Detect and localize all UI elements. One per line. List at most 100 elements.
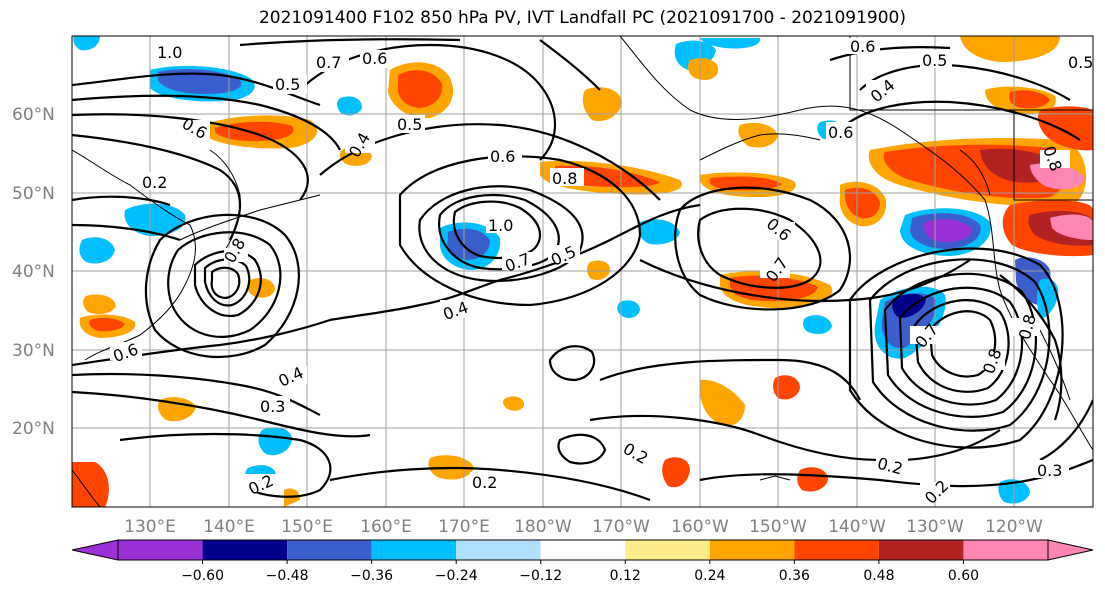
colorbar-cell (540, 540, 626, 560)
lon-label: 150°E (281, 517, 333, 537)
contour-label: 0.8 (552, 169, 577, 188)
contour-label: 0.2 (921, 476, 952, 507)
lon-label: 140°E (203, 517, 255, 537)
lon-label: 170°W (592, 517, 650, 537)
pos-anomaly-region (687, 58, 719, 80)
pos-anomaly-region (72, 462, 109, 507)
pos-anomaly-region (397, 70, 443, 108)
longitude-labels: 130°E 140°E 150°E 160°E 170°E 180°W 170°… (124, 517, 1043, 537)
lat-label: 30°N (12, 341, 55, 361)
contour-label: 0.2 (620, 439, 652, 468)
lat-label: 20°N (12, 419, 55, 439)
colorbar-cell (709, 540, 795, 560)
contour-label: 0.7 (316, 53, 341, 72)
colorbar-cell (625, 540, 710, 560)
colorbar-cell (202, 540, 288, 560)
colorbar-tick-label: −0.48 (266, 568, 309, 584)
contour-label: 0.3 (260, 397, 285, 416)
colorbar-tick-label: −0.60 (181, 568, 224, 584)
contour-label: 1.0 (157, 43, 182, 62)
neg-anomaly-region (700, 38, 761, 49)
lon-label: 130°W (906, 517, 964, 537)
neg-anomaly-region (803, 315, 832, 334)
pos-anomaly-region (709, 176, 782, 191)
contour-label: 0.2 (472, 473, 497, 492)
ivt-contours (72, 38, 1093, 502)
colorbar-extend-left (71, 539, 119, 561)
contour-label: 0.5 (275, 75, 300, 94)
colorbar-tick-label: 0.60 (948, 568, 979, 584)
neg-anomaly-region (73, 36, 100, 51)
colorbar-cell (118, 540, 203, 560)
coastlines (72, 36, 1093, 507)
pos-anomaly-region (503, 396, 525, 411)
lon-label: 170°E (438, 517, 490, 537)
lat-label: 40°N (12, 262, 55, 282)
pos-anomaly-region (1050, 214, 1093, 240)
lon-label: 180°W (514, 517, 572, 537)
pos-anomaly-region (700, 379, 745, 426)
neg-anomaly-region (258, 427, 292, 456)
contour-label: 0.6 (828, 123, 853, 142)
colorbar-tick-label: −0.36 (350, 568, 393, 584)
neg-anomaly-region (617, 300, 640, 318)
pos-anomaly-region (1030, 163, 1085, 190)
colorbar-cell (371, 540, 457, 560)
colorbar-tick-label: −0.24 (435, 568, 478, 584)
colorbar-tick-label: −0.12 (519, 568, 562, 584)
neg-anomaly-region (1037, 278, 1059, 319)
lon-label: 160°W (671, 517, 729, 537)
lat-label: 60°N (12, 105, 55, 125)
lon-label: 130°E (124, 517, 176, 537)
pos-anomaly-region (797, 467, 828, 492)
colorbar-tick-label: 0.48 (863, 568, 894, 584)
pos-anomaly-region (89, 317, 125, 332)
pos-anomaly-region (158, 397, 196, 422)
pos-anomaly-region (845, 187, 880, 219)
colorbar-tick-label: 0.24 (694, 568, 725, 584)
lon-label: 150°W (749, 517, 807, 537)
neg-anomaly-region (892, 293, 926, 318)
colorbar-cell (287, 540, 372, 560)
lon-label: 160°E (360, 517, 412, 537)
contour-label: 0.6 (850, 37, 875, 56)
neg-anomaly-region (79, 237, 115, 264)
colorbar-cell (878, 540, 964, 560)
pos-anomaly-region (960, 36, 1060, 62)
lat-label: 50°N (12, 184, 55, 204)
colorbar-cell (963, 540, 1048, 560)
colorbar: −0.60 −0.48 −0.36 −0.24 −0.12 0.12 0.24 0.36 0.4… (71, 539, 1094, 584)
colorbar-cells (117, 539, 1049, 561)
lon-label: 140°W (828, 517, 886, 537)
pos-anomaly-region (662, 457, 690, 488)
contour-label: 0.5 (1068, 53, 1093, 72)
colorbar-extend-right (1047, 539, 1094, 561)
contour-label: 0.2 (142, 173, 167, 192)
colorbar-cell (456, 540, 541, 560)
neg-anomaly-region (337, 96, 362, 116)
pos-anomaly-region (582, 87, 622, 122)
neg-anomaly-region (124, 203, 186, 236)
neg-anomaly-region (924, 219, 972, 243)
lon-label: 120°W (985, 517, 1043, 537)
graticule (72, 36, 1093, 507)
contour-label: 0.6 (362, 49, 387, 68)
colorbar-ticks: −0.60 −0.48 −0.36 −0.24 −0.12 0.12 0.24 0.36 0.4… (181, 560, 979, 584)
colorbar-tick-label: 0.12 (610, 568, 641, 584)
contour-label: 0.6 (490, 147, 515, 166)
contour-label: 0.5 (397, 115, 422, 134)
contour-label: 0.3 (1037, 461, 1062, 480)
colorbar-cell (794, 540, 879, 560)
map-title: 2021091400 F102 850 hPa PV, IVT Landfall… (258, 8, 906, 28)
contour-label: 1.0 (488, 216, 513, 235)
pos-anomaly-region (773, 375, 800, 400)
latitude-labels: 60°N 50°N 40°N 30°N 20°N (12, 105, 55, 439)
pos-anomaly-region (83, 294, 116, 314)
neg-anomaly-region (638, 219, 680, 245)
pos-anomaly-region (1009, 90, 1050, 109)
contour-label: 0.5 (922, 51, 947, 70)
map-frame (71, 35, 1094, 508)
pos-anomaly-region (587, 260, 611, 280)
colorbar-tick-label: 0.36 (779, 568, 810, 584)
